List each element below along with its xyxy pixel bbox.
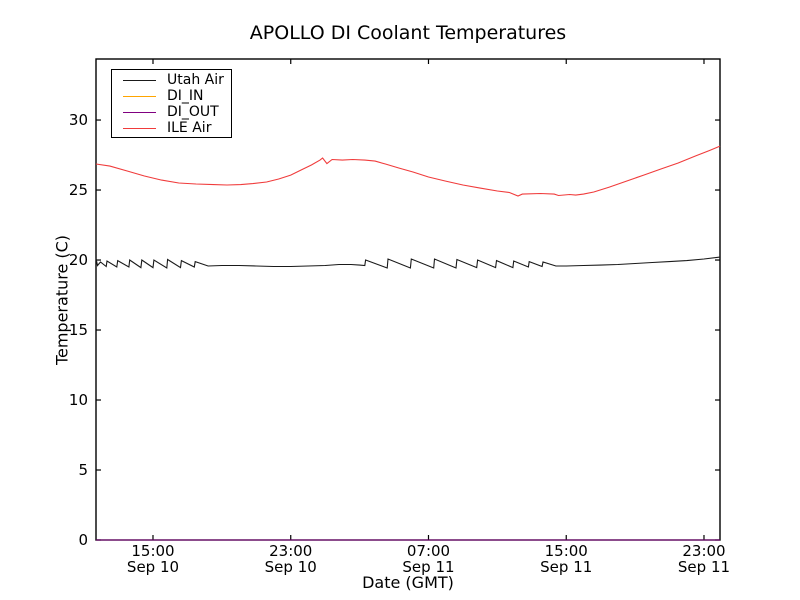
legend-label: Utah Air	[167, 72, 224, 89]
y-tick-label: 25	[69, 181, 88, 199]
legend: Utah Air DI_IN DI_OUT ILE Air	[111, 69, 232, 138]
legend-label: ILE Air	[167, 119, 212, 136]
x-tick-label-date: Sep 11	[402, 558, 454, 576]
legend-entry-di-in: DI_IN	[112, 89, 231, 105]
x-tick-label-time: 23:00	[682, 542, 725, 560]
legend-label: DI_OUT	[167, 103, 219, 120]
y-tick-label: 30	[69, 111, 88, 129]
series-line-ile-air	[95, 145, 721, 197]
x-tick-label-date: Sep 10	[265, 558, 317, 576]
chart-title: APOLLO DI Coolant Temperatures	[249, 22, 567, 44]
x-axis-label: Date (GMT)	[362, 573, 454, 592]
x-tick-label-time: 15:00	[131, 542, 174, 560]
legend-entry-utah-air: Utah Air	[112, 73, 231, 89]
legend-label: DI_IN	[167, 88, 204, 105]
x-tick-label-time: 23:00	[269, 542, 312, 560]
y-axis-label: Temperature (C)	[52, 234, 72, 366]
legend-entry-ile-air: ILE Air	[112, 120, 231, 136]
legend-line-swatch	[123, 127, 156, 129]
y-tick-label: 5	[78, 461, 88, 479]
y-tick-label: 0	[78, 531, 88, 549]
y-tick-label: 20	[69, 251, 88, 269]
y-tick-label: 10	[69, 391, 88, 409]
x-tick-label-date: Sep 11	[678, 558, 730, 576]
x-tick-label-date: Sep 11	[540, 558, 592, 576]
legend-entry-di-out: DI_OUT	[112, 103, 231, 121]
legend-line-swatch	[123, 96, 156, 98]
legend-line-swatch	[123, 111, 156, 113]
x-tick-label-date: Sep 10	[127, 558, 179, 576]
legend-line-swatch	[123, 80, 156, 82]
series-line-utah-air	[95, 256, 721, 269]
y-tick-label: 15	[69, 321, 88, 339]
x-tick-label-time: 15:00	[545, 542, 588, 560]
x-tick-label-time: 07:00	[407, 542, 450, 560]
